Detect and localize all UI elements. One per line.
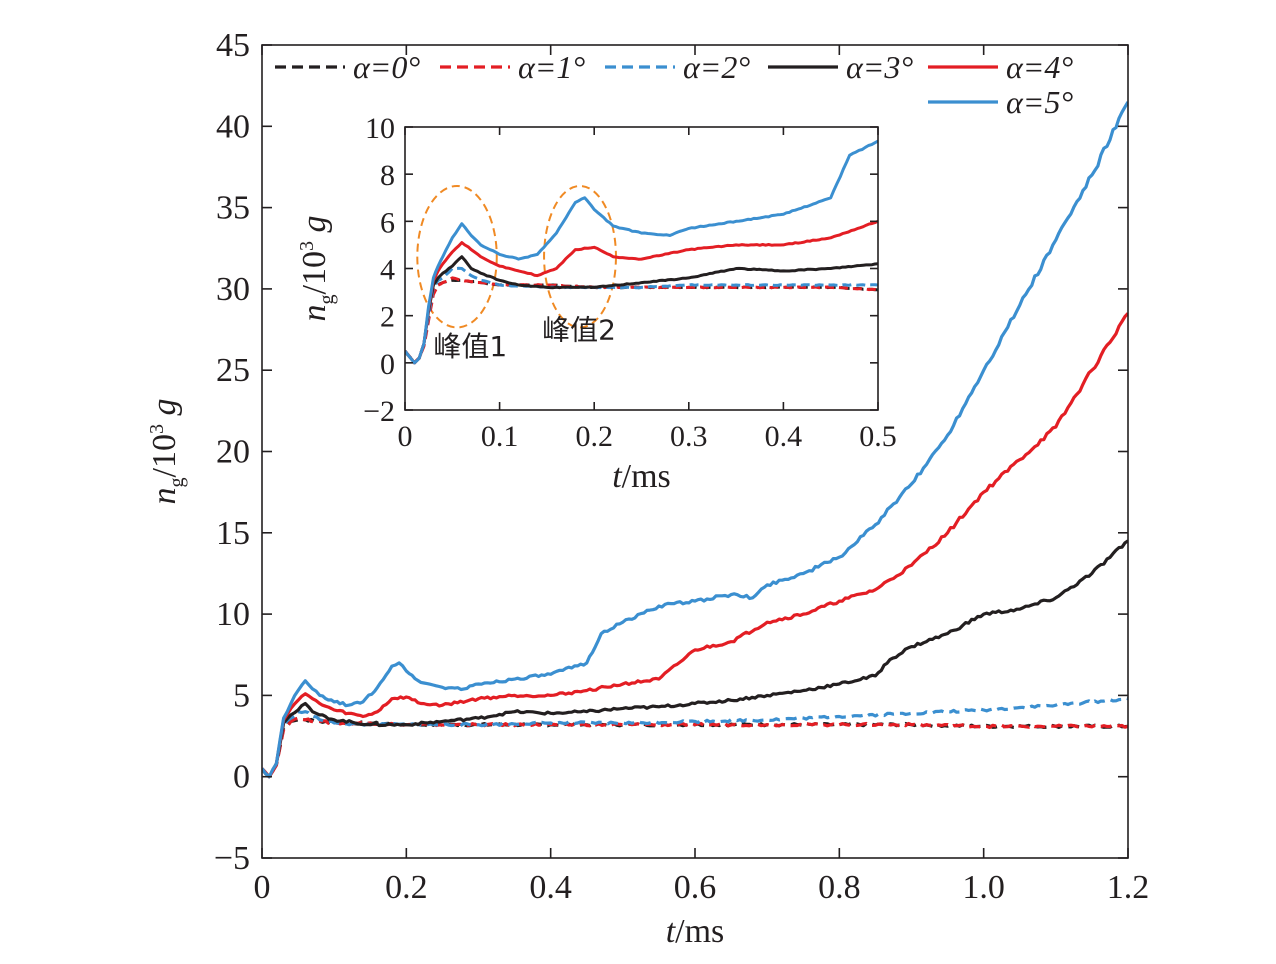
inset-x-tick-label: 0.3 [670, 420, 708, 453]
main-y-tick-label: 10 [216, 596, 250, 633]
main-y-tick-label: 45 [216, 27, 250, 64]
main-series-line-6 [262, 101, 1128, 779]
legend-item-6: α=5° [928, 84, 1073, 120]
inset-series-line-5 [405, 219, 878, 365]
inset-x-tick-label: 0.2 [575, 420, 613, 453]
inset-y-tick-label: 6 [380, 206, 395, 239]
inset-y-tick-label: 8 [380, 159, 395, 192]
main-series-line-2 [262, 716, 1128, 779]
inset-series-group [405, 139, 878, 365]
inset-y-tick-label: 4 [380, 254, 395, 287]
inset-series-line-6 [405, 139, 878, 365]
annotation-peak-1: 峰值1 [433, 330, 507, 363]
legend-label: α=4° [1006, 49, 1073, 85]
x-label-unit: /ms [622, 458, 671, 495]
legend-label: α=0° [353, 49, 420, 85]
inset-y-tick-label: 2 [380, 301, 395, 334]
legend-label: α=1° [518, 49, 585, 85]
main-y-tick-label: 35 [216, 190, 250, 227]
legend-label: α=2° [683, 49, 750, 85]
y-label-var: n [146, 487, 183, 504]
main-y-tick-label: 0 [233, 759, 250, 796]
y-label-sup: 3 [146, 424, 168, 434]
highlight-ellipse-1 [416, 184, 498, 329]
legend-item-4: α=3° [768, 49, 913, 85]
inset-series-line-3 [405, 266, 878, 365]
inset-y-tick-label: 0 [380, 348, 395, 381]
main-x-tick-label: 0.2 [385, 869, 428, 906]
main-y-tick-label: 40 [216, 108, 250, 145]
legend-item-1: α=0° [275, 49, 420, 85]
main-series-line-3 [262, 696, 1128, 779]
main-x-tick-label: 0.6 [674, 869, 717, 906]
main-y-tick-label: 25 [216, 352, 250, 389]
y-label-sub: g [166, 477, 188, 487]
main-series-line-5 [262, 312, 1128, 779]
inset-y-tick-label: 10 [365, 112, 395, 145]
main-y-tick-label: 30 [216, 271, 250, 308]
x-label-var: t [666, 913, 677, 950]
inset-x-tick-label: 0.5 [859, 420, 897, 453]
legend-label: α=3° [846, 49, 913, 85]
main-y-tick-label: −5 [214, 840, 250, 877]
y-label-sup: 3 [296, 241, 318, 251]
main-x-tick-label: 0.4 [529, 869, 572, 906]
inset-x-tick-label: 0 [398, 420, 413, 453]
legend-item-5: α=4° [928, 49, 1073, 85]
main-series-line-4 [262, 539, 1128, 779]
main-x-tick-label: 0 [254, 869, 271, 906]
inset-series-line-4 [405, 255, 878, 365]
legend-label: α=5° [1006, 84, 1073, 120]
x-label-var: t [612, 458, 623, 495]
main-x-tick-label: 0.8 [818, 869, 861, 906]
y-label-var: n [296, 304, 333, 321]
legend-item-3: α=2° [605, 49, 750, 85]
inset-series-line-2 [405, 276, 878, 365]
main-x-tick-label: 1.0 [962, 869, 1005, 906]
x-label-unit: /ms [675, 913, 724, 950]
main-x-axis-label: t/ms [666, 913, 725, 950]
inset-y-axis-label: ng/103 g [296, 216, 338, 322]
inset-x-tick-label: 0.1 [481, 420, 519, 453]
y-label-tail: g [146, 399, 183, 425]
y-label-mid: /10 [296, 251, 333, 294]
main-y-tick-label: 20 [216, 434, 250, 471]
y-label-sub: g [316, 294, 338, 304]
main-y-tick-label: 15 [216, 515, 250, 552]
main-panel: 0 0.2 0.4 0.6 0.8 1.0 1.2−5051015202530354045t… [146, 27, 1149, 950]
y-label-mid: /10 [146, 434, 183, 477]
legend: α=0° α=1° α=2° α=3° α=4°α=5° [275, 49, 1073, 120]
main-y-tick-label: 5 [233, 677, 250, 714]
main-x-tick-label: 1.2 [1107, 869, 1150, 906]
inset-y-tick-label: −2 [363, 395, 395, 428]
inset-x-tick-label: 0.4 [765, 420, 803, 453]
main-series-group [262, 101, 1128, 779]
main-y-axis-label: ng/103 g [146, 399, 188, 505]
annotation-peak-2: 峰值2 [542, 313, 616, 346]
inset-x-axis-label: t/ms [612, 458, 671, 495]
main-series-line-1 [262, 717, 1128, 779]
legend-item-2: α=1° [440, 49, 585, 85]
y-label-tail: g [296, 216, 333, 242]
